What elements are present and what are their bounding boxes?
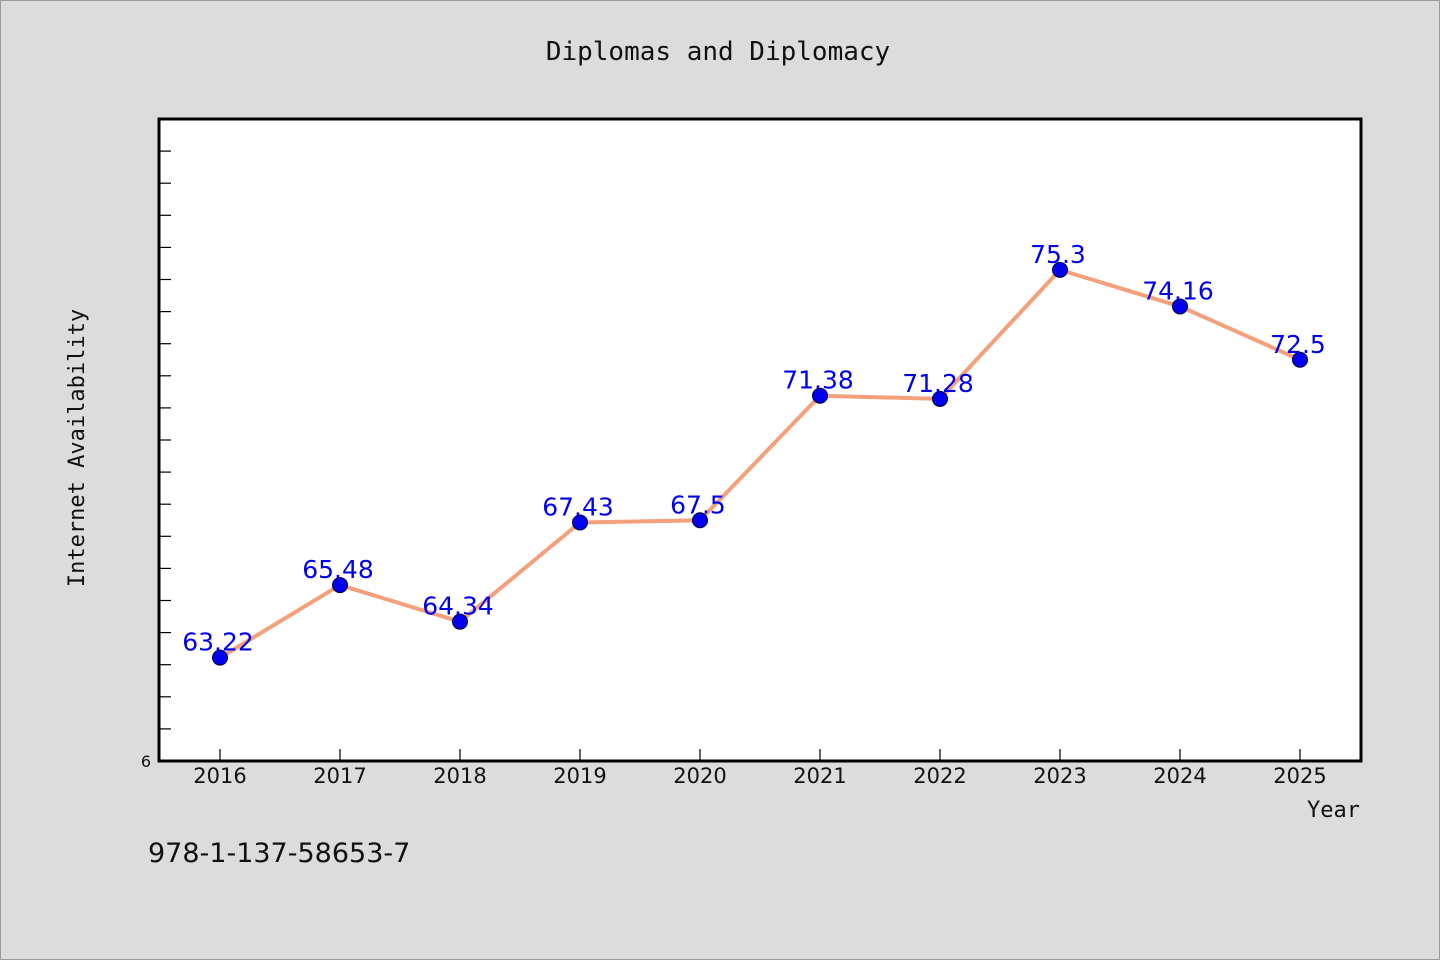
data-label: 72.5 xyxy=(1270,330,1326,359)
data-point xyxy=(572,514,588,531)
data-point xyxy=(692,512,708,529)
chart-title: Diplomas and Diplomacy xyxy=(546,37,890,67)
data-label: 75.3 xyxy=(1030,240,1086,269)
x-tick-label: 2019 xyxy=(553,764,606,788)
x-tick-label: 2023 xyxy=(1033,764,1086,788)
data-point xyxy=(1052,261,1068,278)
x-axis-title: Year xyxy=(1307,798,1360,823)
plot-area xyxy=(157,117,1363,763)
series-layer xyxy=(212,261,1308,666)
x-tick-label: 2017 xyxy=(313,764,366,788)
data-point xyxy=(812,387,828,404)
y-axis-title: Internet Availability xyxy=(65,309,90,587)
data-label: 67.5 xyxy=(670,490,726,519)
data-point xyxy=(452,613,468,630)
data-labels: 63.22 65.48 64.34 67.43 67.5 71.38 71.28 75.3 74… xyxy=(182,240,1326,657)
data-point xyxy=(332,577,348,594)
x-tick-label: 2025 xyxy=(1273,764,1326,788)
data-label: 63.22 xyxy=(182,628,254,657)
data-point xyxy=(1292,351,1308,368)
isbn-text: 978-1-137-58653-7 xyxy=(148,838,410,869)
data-label: 65.48 xyxy=(302,555,374,584)
data-label: 74.16 xyxy=(1142,276,1214,305)
data-point xyxy=(212,649,228,666)
data-label: 71.38 xyxy=(782,366,854,395)
x-tick-label: 2018 xyxy=(433,764,486,788)
y-tick-label: 6 xyxy=(141,752,151,771)
data-point xyxy=(1172,298,1188,315)
y-axis-ticks: 6 xyxy=(141,118,171,771)
x-tick-label: 2021 xyxy=(793,764,846,788)
x-tick-label: 2024 xyxy=(1153,764,1206,788)
data-label: 64.34 xyxy=(422,592,494,621)
data-label: 67.43 xyxy=(542,492,614,521)
data-point xyxy=(932,390,948,407)
series-line xyxy=(218,267,1302,660)
x-tick-label: 2022 xyxy=(913,764,966,788)
x-axis-ticks: 2016 2017 2018 2019 2020 2021 2022 2023 2024 2025 xyxy=(193,749,1327,788)
x-tick-label: 2016 xyxy=(193,764,246,788)
data-label: 71.28 xyxy=(902,369,974,398)
x-tick-label: 2020 xyxy=(673,764,726,788)
